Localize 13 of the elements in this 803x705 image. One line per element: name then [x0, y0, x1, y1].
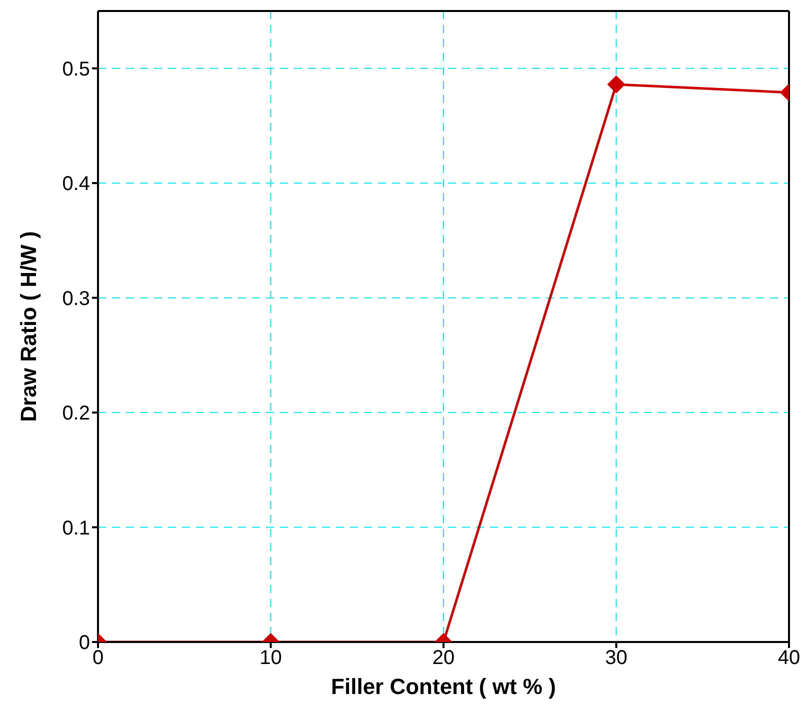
- y-tick-label: 0.3: [62, 288, 90, 310]
- y-tick-label: 0.5: [62, 58, 90, 80]
- y-tick-label: 0: [78, 632, 90, 654]
- x-tick-label: 20: [432, 647, 455, 670]
- x-tick-label: 30: [605, 647, 628, 670]
- x-tick-label: 10: [260, 647, 282, 670]
- x-tick-label: 0: [92, 647, 104, 670]
- y-tick-label: 0.1: [62, 517, 90, 540]
- y-tick-label: 0.4: [62, 173, 90, 196]
- y-tick-label: 0.2: [62, 402, 90, 425]
- y-axis-title: Draw Ratio ( H/W ): [16, 231, 41, 422]
- x-tick-label: 40: [778, 647, 800, 670]
- x-axis-title: Filler Content ( wt % ): [331, 674, 556, 699]
